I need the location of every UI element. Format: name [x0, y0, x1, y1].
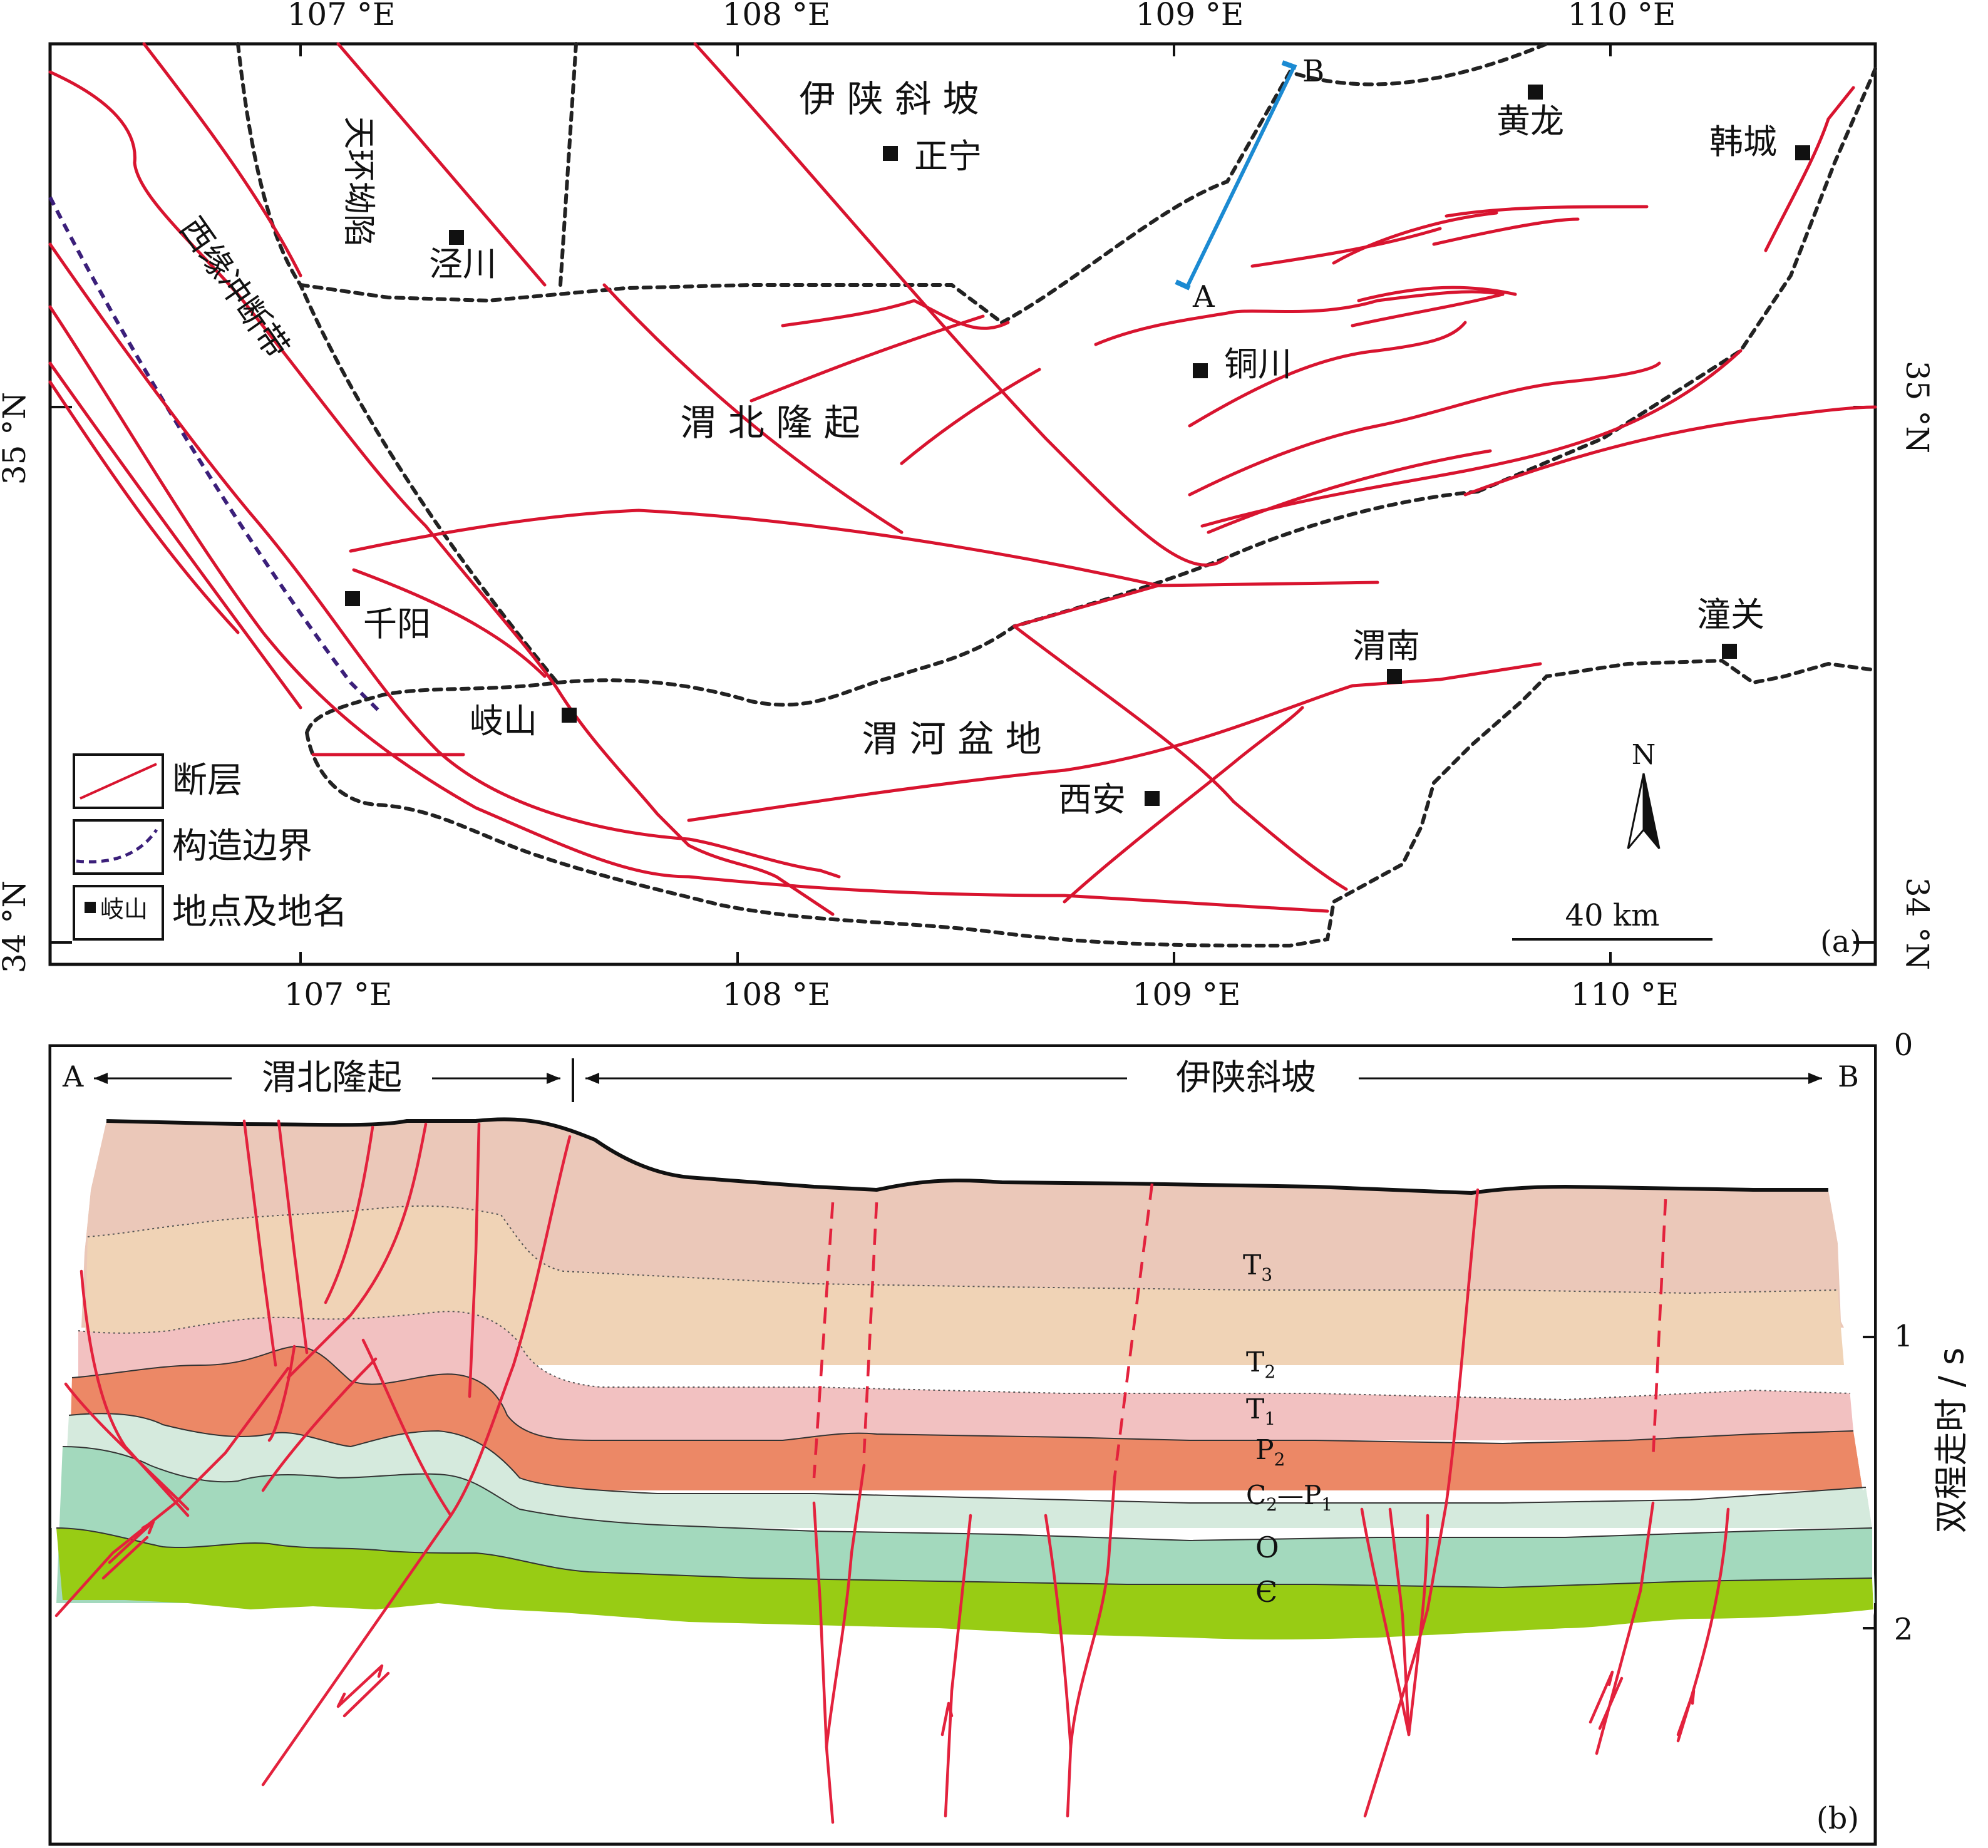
profile-point-b: B	[1302, 54, 1324, 89]
legend-boundary-swatch	[73, 819, 164, 875]
label-o: O	[1255, 1531, 1279, 1564]
north-arrow-icon: N	[1627, 739, 1661, 849]
region-yishan-slope: 伊 陕 斜 坡	[799, 78, 979, 120]
axis-title: 双程走时 / s	[1932, 1348, 1971, 1534]
lon-label-108-top: 108 °E	[723, 0, 831, 33]
axis-tick-2: 2	[1894, 1612, 1913, 1647]
svg-text:40 km: 40 km	[1565, 898, 1660, 933]
map-panel-label: (a)	[1820, 924, 1862, 959]
stratum-t1	[78, 1311, 1857, 1440]
section-end-a: A	[62, 1060, 84, 1093]
lon-label-110-top: 110 °E	[1568, 0, 1676, 33]
map-legend: 断层 构造边界 岐山 地点及地名	[73, 753, 348, 941]
label-t1: T1	[1246, 1393, 1275, 1429]
place-tongguan: 潼关	[1697, 595, 1764, 634]
map-faults	[48, 42, 1877, 916]
structural-boundaries	[48, 42, 1877, 948]
place-markers	[345, 85, 1810, 806]
place-hancheng: 韩城	[1709, 122, 1777, 162]
profile-point-a: A	[1192, 279, 1215, 314]
legend-fault-label: 断层	[172, 760, 242, 801]
place-zhengning: 正宁	[914, 137, 982, 176]
region-tianhuan-depression: 天环坳陷	[339, 116, 377, 247]
place-qianyang: 千阳	[363, 604, 431, 644]
axis-tick-1: 1	[1894, 1319, 1913, 1354]
svg-text:N: N	[1632, 739, 1656, 771]
section-panel-label: (b)	[1816, 1801, 1859, 1836]
lat-label-34-left: 34 °N	[0, 880, 33, 973]
label-p2: P2	[1255, 1434, 1285, 1470]
scale-bar: 40 km	[1512, 898, 1712, 941]
lon-label-108-bottom: 108 °E	[723, 976, 831, 1013]
profile-line-ab: A B	[1175, 54, 1324, 314]
lon-label-110-bottom: 110 °E	[1571, 976, 1679, 1013]
label-t3: T3	[1243, 1249, 1272, 1285]
slip-arrows	[101, 1520, 1696, 1737]
place-tongchuan: 铜川	[1224, 344, 1292, 384]
map-panel: 107 °E 108 °E 109 °E 110 °E 107 °E 108 °…	[0, 0, 1935, 1013]
axis-tick-0: 0	[1894, 1028, 1913, 1063]
lat-label-35-left: 35 °N	[0, 392, 33, 485]
section-header: A 渭北隆起 伊陕斜坡 B	[62, 1058, 1859, 1102]
label-cambrian: Є	[1255, 1575, 1277, 1609]
strata-labels: T3 T2 T1 P2 C2—P1 O Є	[1243, 1249, 1332, 1609]
stratum-c2p1	[63, 1413, 1872, 1528]
lon-label-107-bottom: 107 °E	[284, 976, 393, 1013]
legend-boundary-label: 构造边界	[172, 826, 312, 867]
place-xian: 西安	[1058, 780, 1126, 819]
section-yishan-slope: 伊陕斜坡	[1176, 1058, 1316, 1098]
place-huanglong: 黄龙	[1496, 101, 1564, 141]
legend-place-label: 地点及地名	[172, 892, 348, 932]
place-jingchuan: 泾川	[429, 244, 497, 284]
map-frame	[48, 42, 1877, 966]
legend-place-sample: 岐山	[100, 896, 148, 923]
lon-label-107-top: 107 °E	[287, 0, 396, 33]
label-t2: T2	[1246, 1346, 1275, 1382]
place-weinan: 渭南	[1352, 626, 1420, 666]
lat-label-34-right: 34 °N	[1899, 877, 1935, 970]
region-weibei-uplift: 渭 北 隆 起	[680, 401, 860, 444]
lon-label-109-bottom: 109 °E	[1133, 976, 1241, 1013]
section-end-b: B	[1838, 1060, 1859, 1093]
label-c2p1: C2—P1	[1246, 1480, 1332, 1515]
region-weihe-basin: 渭 河 盆 地	[862, 718, 1041, 760]
horizon-lines	[56, 1117, 1873, 1589]
section-weibei-uplift: 渭北隆起	[262, 1058, 402, 1098]
lat-label-35-right: 35 °N	[1899, 361, 1935, 453]
section-panel: A 渭北隆起 伊陕斜坡 B T3 T2 T1 P2 C2—P1 O Є	[48, 1028, 1971, 1846]
place-qishan: 岐山	[470, 701, 537, 741]
stratum-cambrian	[56, 1528, 1873, 1640]
lon-label-109-top: 109 °E	[1136, 0, 1244, 33]
twt-axis: 0 1 2 双程走时 / s	[1863, 1028, 1971, 1647]
stratum-p2	[69, 1346, 1863, 1490]
